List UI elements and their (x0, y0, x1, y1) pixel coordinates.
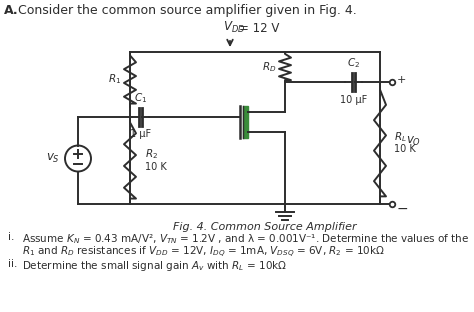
Text: Assume $K_N$ = 0.43 mA/V², $V_{TN}$ = 1.2V , and λ = 0.001V⁻¹. Determine the val: Assume $K_N$ = 0.43 mA/V², $V_{TN}$ = 1.… (22, 232, 469, 246)
Text: −: − (397, 202, 409, 216)
Text: 10 μF: 10 μF (340, 95, 368, 105)
Text: $v_O$: $v_O$ (406, 134, 421, 148)
Text: $V_{DD}$: $V_{DD}$ (223, 20, 245, 35)
Text: Fig. 4. Common Source Amplifier: Fig. 4. Common Source Amplifier (173, 222, 357, 232)
Text: A.: A. (4, 4, 18, 17)
Text: 10 K: 10 K (394, 144, 416, 154)
Text: $C_1$: $C_1$ (135, 91, 147, 105)
Bar (243, 106, 248, 138)
Text: 10 K: 10 K (145, 163, 167, 173)
Text: $R_2$: $R_2$ (145, 148, 158, 161)
Text: Consider the common source amplifier given in Fig. 4.: Consider the common source amplifier giv… (18, 4, 357, 17)
Text: $v_S$: $v_S$ (46, 152, 60, 165)
Text: 1 μF: 1 μF (130, 129, 152, 139)
Text: +: + (397, 75, 406, 85)
Text: Determine the small signal gain $A_v$ with $R_L$ = 10kΩ: Determine the small signal gain $A_v$ wi… (22, 259, 287, 273)
Text: $R_L$: $R_L$ (394, 130, 407, 144)
Text: i.: i. (8, 232, 14, 242)
Text: = 12 V: = 12 V (239, 22, 279, 35)
Text: $C_2$: $C_2$ (347, 56, 361, 70)
Text: $R_1$ and $R_D$ resistances if $V_{DD}$ = 12V, $I_{DQ}$ = 1mA, $V_{DSQ}$ = 6V, $: $R_1$ and $R_D$ resistances if $V_{DD}$ … (22, 245, 385, 260)
Text: ii.: ii. (8, 259, 18, 269)
Text: $R_D$: $R_D$ (262, 60, 276, 74)
Text: $R_1$: $R_1$ (109, 73, 122, 86)
